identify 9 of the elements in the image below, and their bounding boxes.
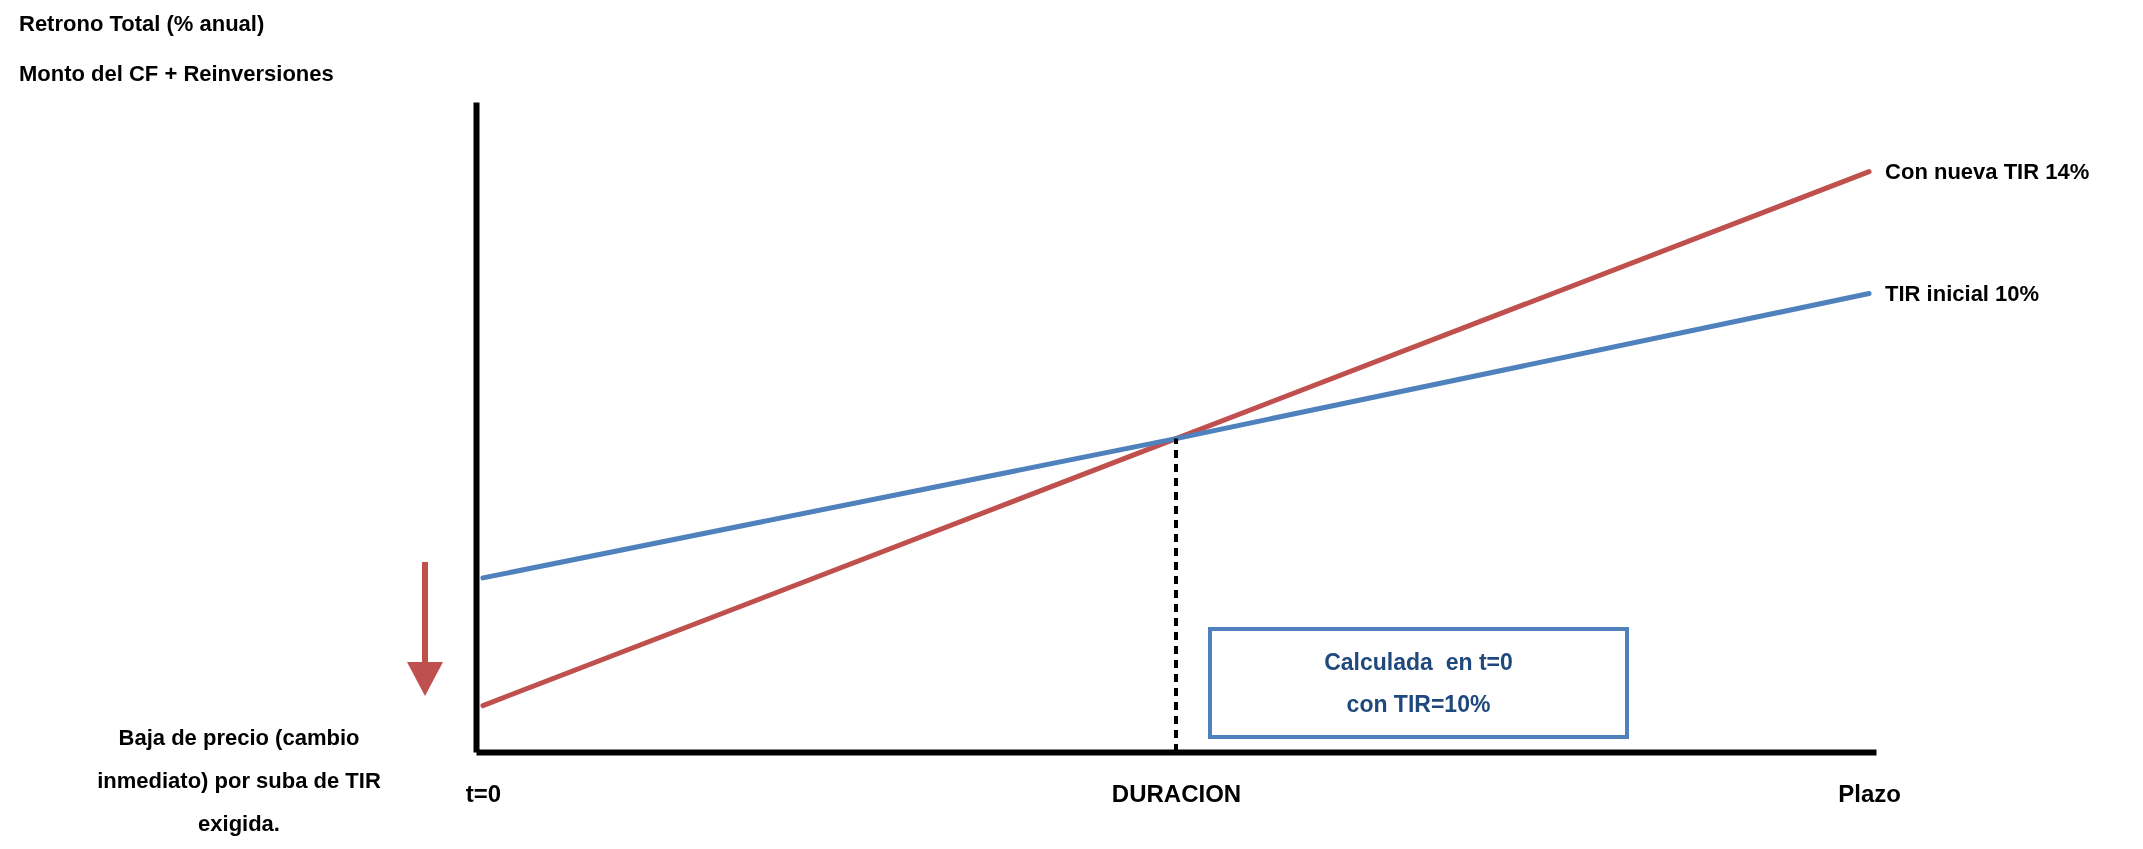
text: Baja de precio (cambio inmediato) por suba de TIR exigida. [97,725,381,836]
text: Retrono Total (% anual) [19,11,265,36]
x-tick-label: t=0 [465,779,502,807]
series-label: Con nueva TIR 14% [1885,158,2090,184]
series-label: TIR inicial 10% [1885,280,2040,306]
x-tick-label: Plazo [1838,779,1901,807]
text-box: Calculada en t=0 con TIR=10% [1208,627,1629,739]
x-tick-label: DURACION [1111,779,1242,807]
text: Monto del CF + Reinversiones [19,61,334,86]
